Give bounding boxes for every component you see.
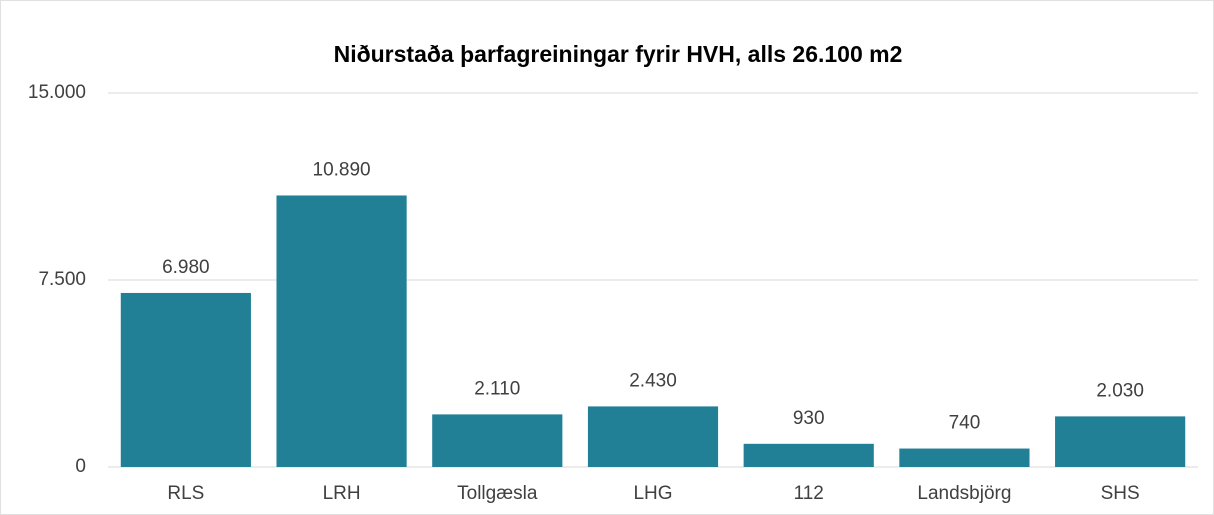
data-label: 2.030 xyxy=(1096,380,1144,401)
y-tick-label: 7.500 xyxy=(38,269,86,290)
bar xyxy=(276,195,407,467)
x-tick-label: LRH xyxy=(323,483,361,504)
x-tick-label: LHG xyxy=(633,483,672,504)
bar xyxy=(743,443,874,467)
x-tick-label: Landsbjörg xyxy=(917,483,1011,504)
data-label: 6.980 xyxy=(162,257,210,278)
y-tick-label: 0 xyxy=(75,456,86,477)
x-tick-label: RLS xyxy=(167,483,204,504)
data-label: 930 xyxy=(793,408,825,429)
bar xyxy=(899,448,1030,467)
x-tick-label: SHS xyxy=(1101,483,1140,504)
data-label: 10.890 xyxy=(313,159,371,180)
data-label: 2.110 xyxy=(474,378,520,399)
data-label: 2.430 xyxy=(629,370,677,391)
data-label: 740 xyxy=(949,413,981,434)
bar xyxy=(587,406,719,467)
bar xyxy=(1055,416,1186,467)
x-tick-label: 112 xyxy=(794,483,824,504)
y-tick-label: 15.000 xyxy=(28,82,86,103)
bar xyxy=(432,414,563,467)
bar xyxy=(120,292,251,467)
chart-title: Niðurstaða þarfagreiningar fyrir HVH, al… xyxy=(334,41,903,67)
x-tick-label: Tollgæsla xyxy=(457,483,538,504)
